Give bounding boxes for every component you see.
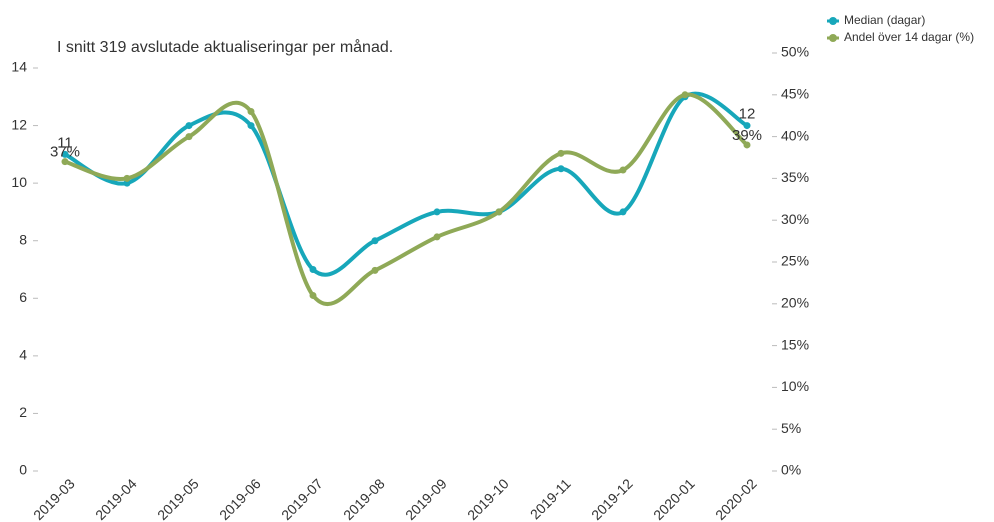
x-tick-label: 2019-09 [402, 475, 450, 522]
y2-tick-label: 15% [781, 336, 809, 352]
series-line [63, 92, 749, 306]
point [433, 233, 441, 241]
y2-tick-label: 10% [781, 378, 809, 394]
point [185, 122, 193, 130]
y-tick-label: 14 [11, 59, 27, 75]
point [309, 291, 317, 299]
legend-label: Andel över 14 dagar (%) [844, 30, 974, 44]
x-tick-label: 2019-10 [464, 475, 512, 522]
point [371, 266, 379, 274]
point [681, 91, 689, 99]
data-label: 37% [50, 144, 80, 161]
x-tick-label: 2019-04 [92, 475, 140, 522]
y2-tick-label: 25% [781, 253, 809, 269]
data-label: 39% [732, 127, 762, 144]
x-tick-label: 2019-05 [154, 475, 202, 522]
point [743, 141, 751, 149]
y2-tick-label: 50% [781, 44, 809, 60]
y-tick-label: 2 [19, 404, 27, 420]
point [495, 208, 503, 216]
y2-tick-label: 5% [781, 420, 801, 436]
point [309, 266, 317, 273]
y2-tick-label: 30% [781, 211, 809, 227]
data-label: 12 [739, 106, 756, 123]
legend-marker [829, 34, 837, 42]
y2-tick-label: 20% [781, 295, 809, 311]
y-tick-label: 8 [19, 231, 27, 247]
data-label: 11 [57, 134, 73, 151]
chart-title: I snitt 319 avslutade aktualiseringar pe… [57, 38, 393, 56]
point [247, 108, 255, 116]
point [247, 122, 255, 130]
x-tick-label: 2019-12 [588, 475, 636, 522]
y2-tick-label: 35% [781, 169, 809, 185]
x-tick-label: 2019-06 [216, 475, 264, 522]
point [557, 149, 565, 157]
point [185, 133, 193, 141]
point [619, 208, 627, 216]
x-tick-label: 2020-02 [712, 475, 760, 522]
x-tick-label: 2019-08 [340, 475, 388, 522]
point [61, 158, 69, 166]
series-line [63, 91, 749, 277]
point [61, 150, 69, 158]
x-tick-label: 2020-01 [650, 475, 698, 522]
point [619, 166, 627, 174]
x-tick-label: 2019-11 [527, 475, 574, 522]
y-tick-label: 10 [11, 174, 27, 190]
legend-label: Median (dagar) [844, 13, 925, 27]
point [371, 237, 379, 245]
x-tick-label: 2019-03 [30, 475, 78, 522]
y-tick-label: 6 [19, 289, 27, 305]
y-tick-label: 4 [19, 347, 27, 363]
x-tick-label: 2019-07 [278, 475, 326, 522]
point [743, 122, 751, 130]
y2-tick-label: 40% [781, 127, 809, 143]
y-tick-label: 0 [19, 462, 27, 478]
y-tick-label: 12 [11, 116, 27, 132]
y2-tick-label: 0% [781, 462, 801, 478]
point [123, 174, 131, 182]
point [433, 208, 441, 216]
legend-marker [829, 17, 837, 25]
y2-tick-label: 45% [781, 86, 809, 102]
point [557, 165, 565, 173]
